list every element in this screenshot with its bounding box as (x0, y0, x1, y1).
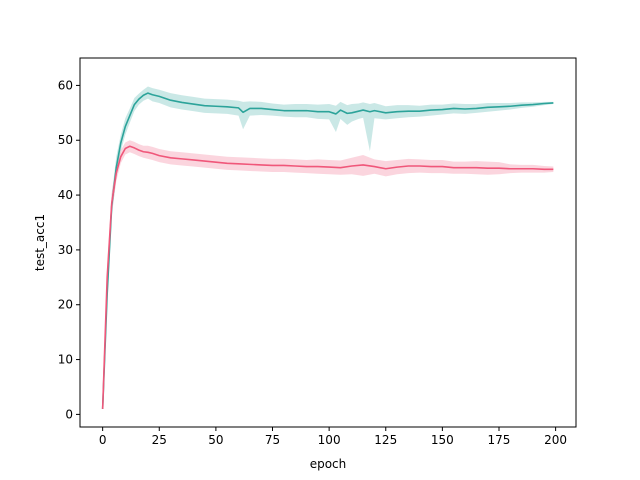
x-tick-label: 175 (488, 433, 511, 447)
y-tick-label: 30 (58, 243, 73, 257)
series-lines (101, 92, 554, 409)
y-tick-label: 10 (58, 353, 73, 367)
x-tick-label: 150 (431, 433, 454, 447)
y-tick-label: 50 (58, 133, 73, 147)
series-1-line (101, 92, 554, 409)
x-tick-label: 200 (544, 433, 567, 447)
y-tick-label: 60 (58, 78, 73, 92)
x-tick-label: 125 (374, 433, 397, 447)
series-2-line (101, 145, 554, 409)
x-axis-label: epoch (310, 457, 347, 471)
x-tick-label: 0 (99, 433, 107, 447)
y-tick-label: 0 (65, 407, 73, 421)
y-tick-label: 40 (58, 188, 73, 202)
x-tick-label: 100 (318, 433, 341, 447)
plot-frame (79, 57, 577, 428)
y-tick-label: 20 (58, 298, 73, 312)
x-tick-label: 75 (265, 433, 280, 447)
axis-ticks: 0 25 50 75 100 125 150 175 200 0 10 20 30 40 50 60 (58, 78, 567, 447)
series-2-band (102, 140, 554, 409)
y-axis-label: test_acc1 (33, 214, 47, 271)
x-tick-label: 25 (152, 433, 167, 447)
x-tick-label: 50 (208, 433, 223, 447)
confidence-bands (102, 86, 554, 409)
